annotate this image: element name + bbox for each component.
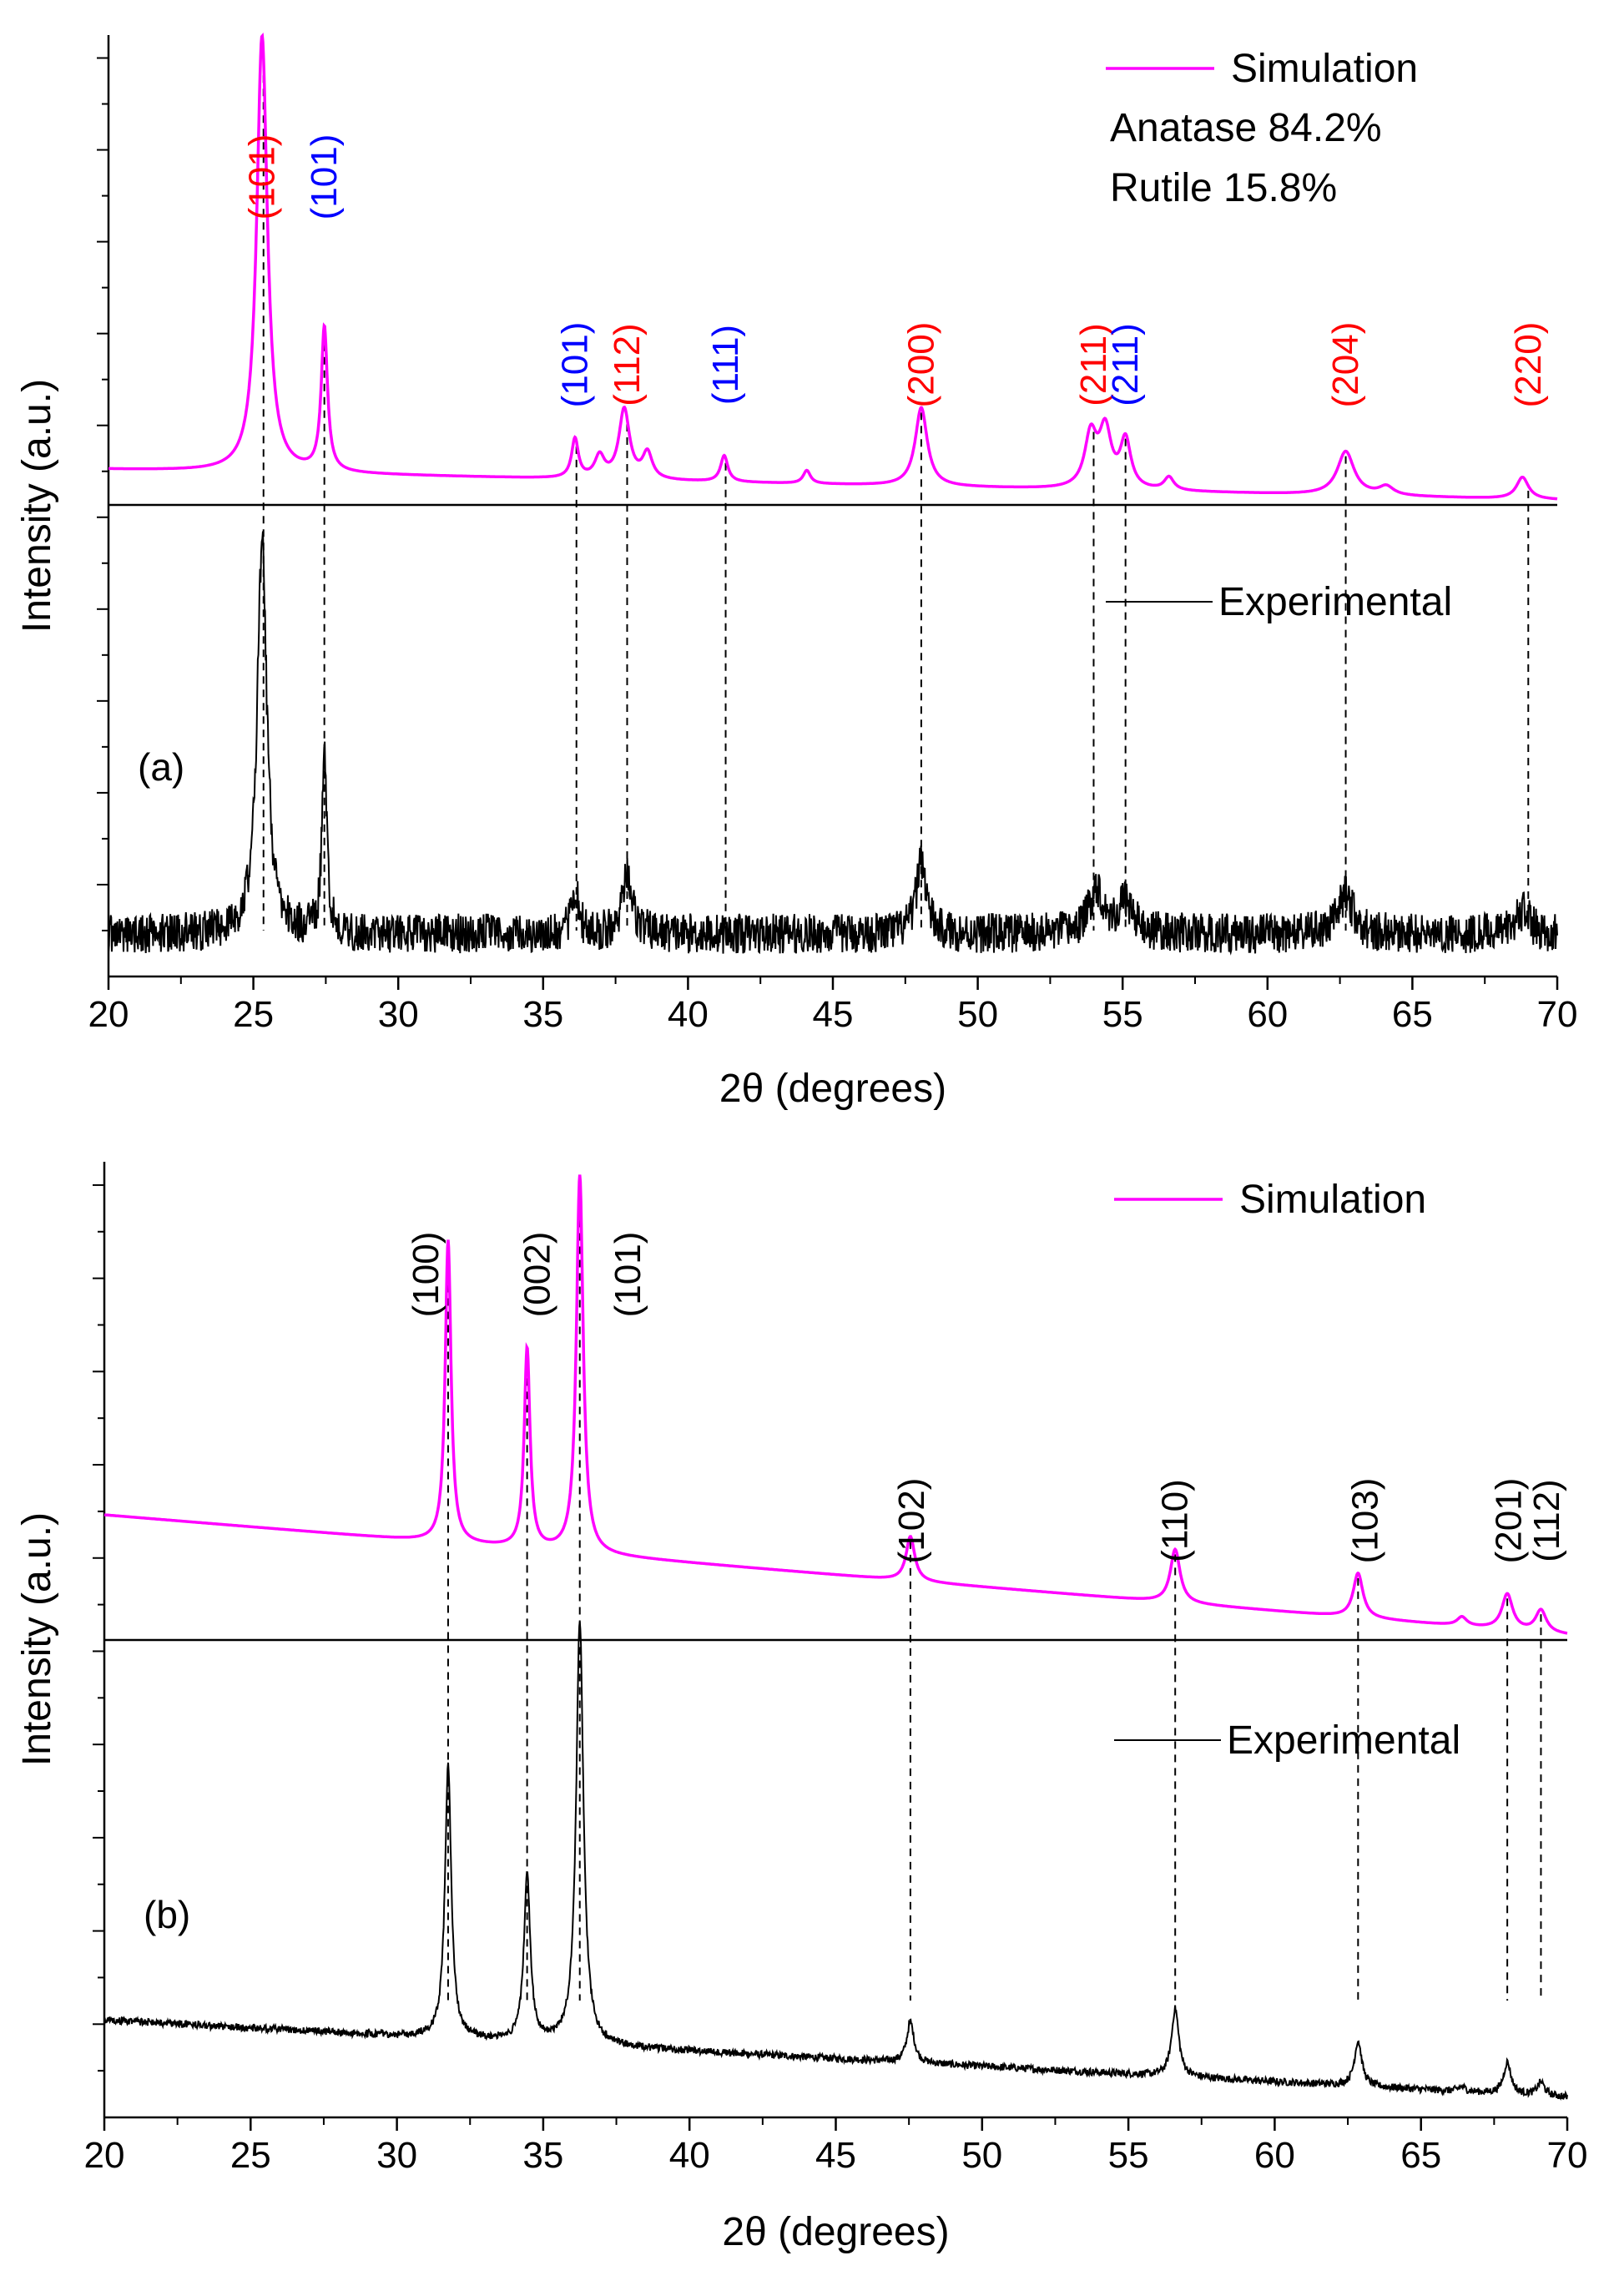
x-tick-label: 55 <box>1102 994 1143 1035</box>
x-tick-label: 70 <box>1547 2135 1588 2176</box>
x-tick-label: 65 <box>1392 994 1433 1035</box>
experimental-series-line <box>108 531 1558 956</box>
legend-phase-label: Rutile 15.8% <box>1110 166 1337 210</box>
simulation-series-line <box>103 1174 1568 1635</box>
simulation-series-line <box>108 33 1558 501</box>
panel-label: (b) <box>144 1893 190 1936</box>
peak-label: (110) <box>1155 1479 1196 1562</box>
legend-simulation-label: Simulation <box>1239 1178 1426 1222</box>
x-axis-label: 2θ (degrees) <box>722 2210 949 2254</box>
legend-simulation-label: Simulation <box>1231 47 1418 91</box>
legend-phase-label: Anatase 84.2% <box>1110 106 1382 150</box>
x-tick-label: 30 <box>378 994 419 1035</box>
x-tick-label: 50 <box>961 2135 1002 2176</box>
peak-label: (204) <box>1325 322 1366 408</box>
peak-label: (101) <box>608 1232 648 1318</box>
x-tick-label: 60 <box>1247 994 1288 1035</box>
x-tick-label: 45 <box>813 994 854 1035</box>
x-tick-label: 40 <box>668 994 709 1035</box>
x-tick-label: 25 <box>230 2135 271 2176</box>
x-tick-label: 65 <box>1400 2135 1441 2176</box>
peak-label: (211) <box>1105 323 1146 406</box>
legend-experimental-label: Experimental <box>1218 580 1452 624</box>
x-tick-label: 35 <box>522 2135 563 2176</box>
x-tick-label: 30 <box>376 2135 417 2176</box>
experimental-series-line <box>103 1621 1568 2101</box>
x-tick-label: 50 <box>957 994 998 1035</box>
peak-label: (100) <box>406 1232 446 1318</box>
peak-label: (111) <box>705 325 746 405</box>
legend-experimental-label: Experimental <box>1227 1718 1460 1763</box>
peak-label: (200) <box>900 322 941 408</box>
x-tick-label: 20 <box>84 2135 125 2176</box>
x-tick-label: 60 <box>1254 2135 1295 2176</box>
peak-label: (102) <box>891 1478 932 1564</box>
peak-label: (101) <box>304 134 345 220</box>
x-tick-label: 20 <box>88 994 129 1035</box>
peak-label: (101) <box>242 134 283 220</box>
peak-label: (112) <box>1526 1479 1567 1562</box>
peak-label: (211) <box>1073 323 1114 406</box>
peak-label: (220) <box>1508 322 1549 408</box>
x-tick-label: 70 <box>1537 994 1578 1035</box>
y-axis-label: Intensity (a.u.) <box>15 379 59 633</box>
panel-label: (a) <box>138 745 184 789</box>
peak-label: (002) <box>517 1232 557 1318</box>
peak-label: (101) <box>554 322 595 408</box>
x-tick-label: 25 <box>233 994 274 1035</box>
peak-label: (201) <box>1488 1478 1529 1564</box>
x-tick-label: 55 <box>1108 2135 1149 2176</box>
panel-b-chart: 20 25 30 35 40 45 50 55 60 65 70 2θ (degrees) Intens… <box>15 1162 1587 2254</box>
peak-label: (103) <box>1345 1478 1386 1564</box>
x-axis-label: 2θ (degrees) <box>719 1067 946 1111</box>
x-tick-label: 45 <box>815 2135 856 2176</box>
x-tick-label: 40 <box>669 2135 710 2176</box>
peak-label: (112) <box>607 323 648 406</box>
y-axis-label: Intensity (a.u.) <box>15 1512 59 1766</box>
panel-a-chart: 20 25 30 35 40 45 50 55 60 65 70 2θ (degrees) Intens… <box>15 33 1578 1111</box>
x-tick-label: 35 <box>522 994 563 1035</box>
